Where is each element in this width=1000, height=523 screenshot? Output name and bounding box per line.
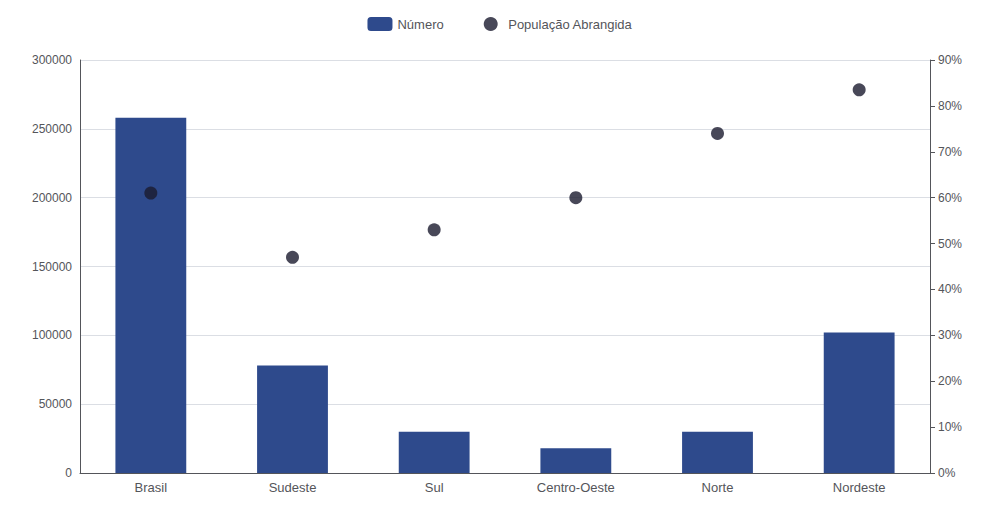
svg-text:60%: 60% (938, 191, 962, 205)
svg-text:250000: 250000 (32, 122, 72, 136)
svg-text:50000: 50000 (39, 397, 73, 411)
svg-text:90%: 90% (938, 53, 962, 67)
svg-text:Sul: Sul (425, 480, 444, 495)
svg-text:Número: Número (397, 17, 443, 32)
svg-text:10%: 10% (938, 420, 962, 434)
svg-text:Norte: Norte (702, 480, 734, 495)
svg-text:Centro-Oeste: Centro-Oeste (537, 480, 615, 495)
svg-text:0%: 0% (938, 466, 956, 480)
svg-text:80%: 80% (938, 99, 962, 113)
svg-text:Sudeste: Sudeste (269, 480, 317, 495)
svg-text:População Abrangida: População Abrangida (508, 17, 632, 32)
svg-text:Brasil: Brasil (135, 480, 168, 495)
svg-text:Nordeste: Nordeste (833, 480, 886, 495)
svg-text:0: 0 (65, 466, 72, 480)
svg-text:200000: 200000 (32, 191, 72, 205)
svg-text:70%: 70% (938, 145, 962, 159)
svg-text:300000: 300000 (32, 53, 72, 67)
svg-text:100000: 100000 (32, 328, 72, 342)
svg-text:150000: 150000 (32, 260, 72, 274)
svg-text:50%: 50% (938, 237, 962, 251)
svg-text:40%: 40% (938, 282, 962, 296)
svg-text:30%: 30% (938, 328, 962, 342)
svg-text:20%: 20% (938, 374, 962, 388)
